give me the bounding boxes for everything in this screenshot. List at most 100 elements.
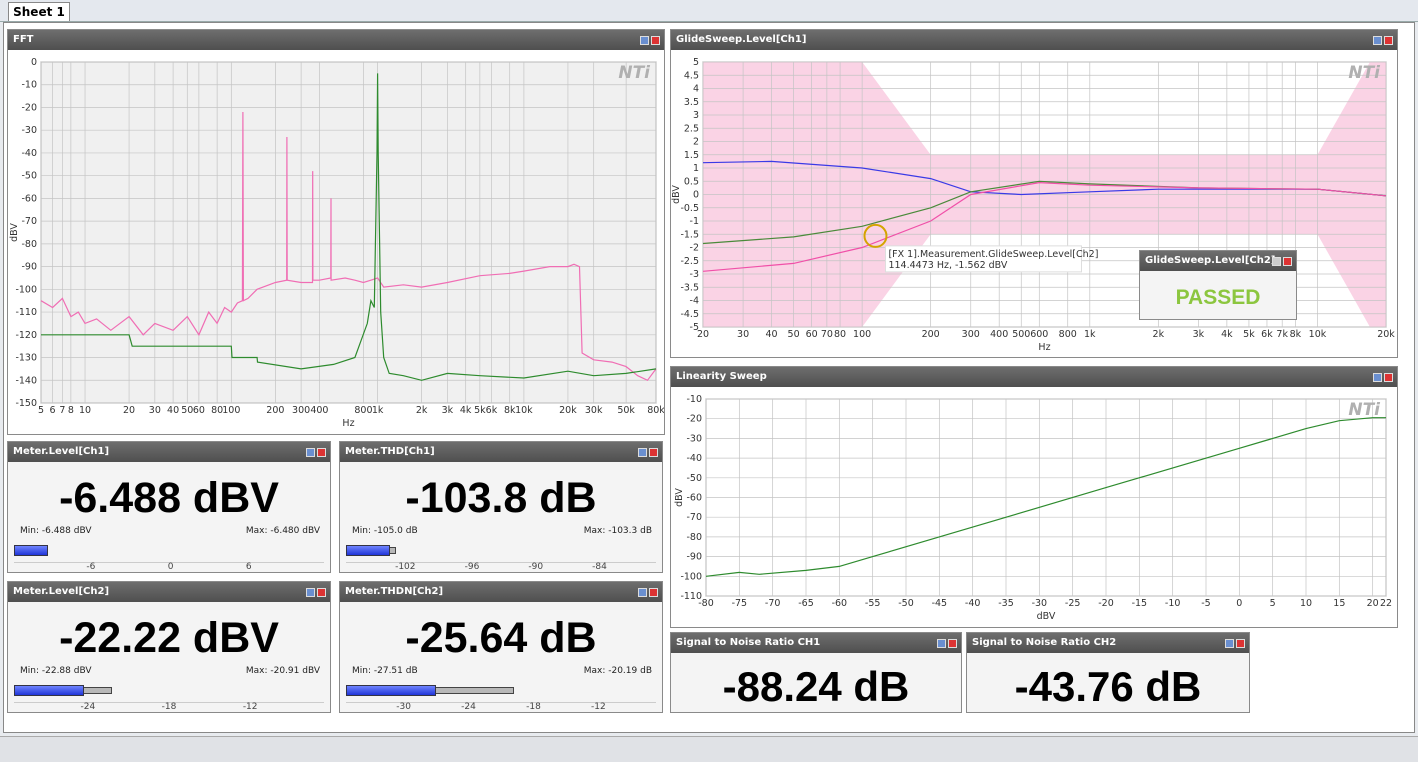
x-tick-label: 15 [1333, 598, 1345, 609]
x-tick-label: 20 [123, 405, 135, 416]
y-tick-label: 0 [31, 57, 37, 68]
close[interactable] [649, 448, 658, 457]
y-tick-label: -2 [690, 243, 699, 254]
y-tick-label: -1 [690, 216, 699, 227]
x-tick-label: 5 [1270, 598, 1276, 609]
x-tick-label: 10k [1309, 329, 1327, 340]
y-tick-label: -60 [686, 493, 702, 504]
linearity-chart: -80 -75 -70 -65 -60 -55 -50 -45 -40 -35 -30 -25 -20-… [674, 394, 1392, 622]
x-tick-label: 50k [617, 405, 635, 416]
series-line [40, 111, 657, 382]
meter: Meter.Level[Ch2] -22.22 dBV Min: -22.88 … [7, 581, 331, 713]
x-tick-label: 40 [765, 329, 777, 340]
x-tick-label: 800 [1059, 329, 1077, 340]
y-tick-label: -0.5 [680, 203, 699, 214]
y-tick-label: -100 [15, 284, 37, 295]
x-tick-label: 22 [1380, 598, 1392, 609]
scale-label: -18 [161, 702, 177, 712]
scale-label: 0 [167, 562, 174, 572]
y-tick-label: -3 [690, 269, 699, 280]
y-tick-label: -3.5 [680, 282, 699, 293]
x-tick-label: 10 [1300, 598, 1312, 609]
x-tick-label: -15 [1132, 598, 1148, 609]
close[interactable] [317, 588, 326, 597]
scale-label: -96 [464, 562, 480, 572]
close[interactable] [651, 36, 660, 45]
meter-max: Max: -103.3 dB [583, 526, 652, 536]
x-tick-label: 20k [559, 405, 577, 416]
panel-title: Meter.THD[Ch1] [345, 446, 435, 457]
meter-min: Min: -27.51 dB [352, 666, 418, 676]
y-tick-label: 4.5 [684, 70, 699, 81]
x-tick-label: 20 [1367, 598, 1379, 609]
x-tick-label: -5 [1201, 598, 1210, 609]
x-tick-label: 60 [806, 329, 818, 340]
close[interactable] [317, 448, 326, 457]
scale-label: -24 [461, 702, 476, 712]
x-tick-label: 50 [788, 329, 800, 340]
plot-area [40, 61, 657, 404]
series-line [41, 73, 657, 381]
x-tick-label: 800 [354, 405, 372, 416]
y-tick-label: 0.5 [684, 176, 699, 187]
logo: NTi [1348, 400, 1381, 420]
scale-label: -6 [86, 562, 96, 572]
x-tick-label: -60 [832, 598, 848, 609]
x-tick-label: 600 [1030, 329, 1048, 340]
series-line [702, 160, 1387, 197]
panel-title: Signal to Noise Ratio CH2 [972, 637, 1117, 648]
series-line [702, 181, 1387, 272]
close[interactable] [948, 639, 957, 648]
x-tick-label: 2k [416, 405, 428, 416]
y-tick-label: 2 [693, 137, 699, 148]
meter-scale: -6 0 6 [14, 562, 324, 572]
x-tick-label: 8k [504, 405, 516, 416]
snr-value: -43.76 dB [1014, 663, 1202, 710]
snr-panel: Signal to Noise Ratio CH2 -43.76 dB [966, 632, 1250, 713]
logo: NTi [618, 63, 651, 83]
meter-max: Max: -6.480 dBV [245, 526, 320, 536]
x-tick-label: 40 [167, 405, 179, 416]
y-tick-label: 4 [693, 84, 699, 95]
snr-panel: Signal to Noise Ratio CH1 -88.24 dB [670, 632, 962, 713]
meter-min: Min: -22.88 dBV [20, 666, 92, 676]
panel-title: Linearity Sweep [676, 371, 767, 382]
close[interactable] [1384, 36, 1393, 45]
x-tick-label: -65 [798, 598, 814, 609]
x-tick-label: 3k [1193, 329, 1205, 340]
y-tick-label: -20 [686, 414, 702, 425]
x-tick-label: 100 [222, 405, 240, 416]
x-tick-label: 400 [310, 405, 328, 416]
close[interactable] [649, 588, 658, 597]
y-tick-label: -50 [686, 473, 702, 484]
x-axis-label: dBV [1037, 611, 1056, 622]
meter-value: -25.64 dB [405, 614, 597, 662]
panel-title: Meter.THDN[Ch2] [345, 586, 444, 597]
panel-title: Meter.Level[Ch2] [13, 586, 110, 597]
x-tick-label: -30 [1032, 598, 1048, 609]
panel-header: Meter.THD[Ch1] [340, 442, 662, 462]
x-tick-label: 10k [515, 405, 533, 416]
x-tick-label: 6k [1261, 329, 1273, 340]
meter: Meter.Level[Ch1] -6.488 dBV Min: -6.488 … [7, 441, 331, 573]
close[interactable] [1283, 257, 1292, 266]
x-tick-label: 6k [486, 405, 498, 416]
close[interactable] [1384, 373, 1393, 382]
meter-bar [346, 542, 656, 563]
sheet-tab[interactable]: Sheet 1 [8, 2, 70, 21]
meter-min: Min: -6.488 dBV [20, 526, 92, 536]
panel-header: Meter.Level[Ch1] [8, 442, 330, 462]
x-tick-label: -35 [998, 598, 1014, 609]
y-tick-label: -90 [686, 552, 702, 563]
x-tick-label: -50 [898, 598, 914, 609]
status-panel: GlideSweep.Level[Ch2] PASSED [1139, 250, 1297, 320]
tab-bar [0, 0, 1418, 22]
x-tick-label: -55 [865, 598, 881, 609]
x-tick-label: 0 [1236, 598, 1242, 609]
x-tick-label: 1k [372, 405, 384, 416]
x-tick-label: 8 [68, 405, 74, 416]
meter-scale: -24 -18 -12 [14, 702, 324, 712]
close[interactable] [1236, 639, 1245, 648]
x-tick-label: 80 [211, 405, 223, 416]
scale-label: 6 [245, 562, 252, 572]
